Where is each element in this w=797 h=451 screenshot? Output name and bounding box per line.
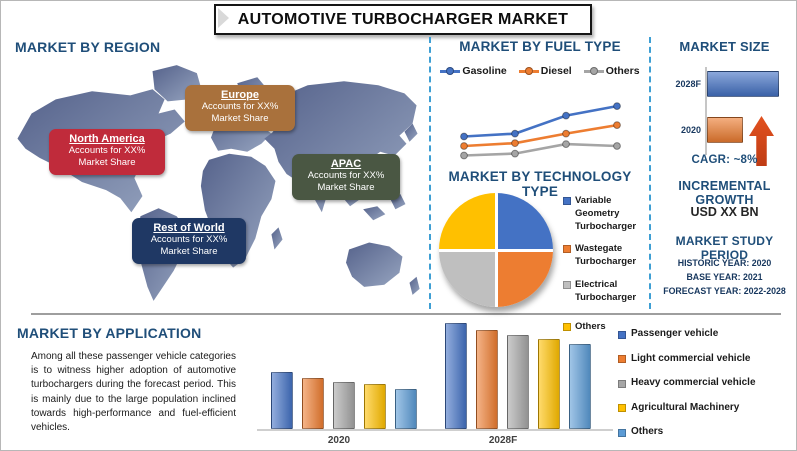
study-period-heading: MARKET STUDY PERIOD	[675, 234, 774, 262]
legend-item-app-others: Others	[618, 426, 756, 437]
swatch-icon	[618, 355, 626, 363]
divider-left	[429, 37, 431, 309]
historic-year: HISTORIC YEAR: 2020	[677, 258, 772, 268]
technology-pie-chart	[439, 193, 553, 307]
legend-item-variable-geometry: Variable Geometry Turbocharger	[563, 195, 655, 233]
region-label-rest-of-world: Rest of World Accounts for XX% Market Sh…	[132, 218, 246, 264]
region-share-line1: Accounts for XX%	[68, 145, 146, 156]
region-name: APAC	[330, 158, 362, 170]
bar-heavy-commercial-vehicle	[507, 334, 529, 429]
legend-item-agricultural: Agricultural Machinery	[618, 402, 756, 413]
technology-type-heading: MARKET BY TECHNOLOGY TYPE	[448, 169, 632, 199]
region-name: Europe	[221, 89, 259, 101]
divider-right	[649, 37, 651, 309]
region-heading: MARKET BY REGION	[15, 39, 161, 55]
bar-light-commercial-vehicle	[476, 329, 498, 429]
axis-line	[705, 67, 707, 155]
base-year: BASE YEAR: 2021	[686, 272, 763, 283]
cagr-value: CAGR: ~8%	[691, 154, 758, 166]
legend-item-electrical: Electrical Turbocharger	[563, 279, 655, 305]
region-share-line2: Market Share	[160, 246, 218, 258]
swatch-icon	[618, 428, 626, 437]
size-bar-2020	[707, 117, 744, 143]
swatch-icon	[563, 245, 571, 254]
fuel-type-heading: MARKET BY FUEL TYPE	[459, 39, 621, 54]
incremental-growth-value: USD XX BN	[690, 205, 759, 219]
xaxis-label-2020: 2020	[327, 435, 351, 446]
xaxis-label-2028f: 2028F	[488, 435, 518, 446]
region-share-line2: Market Share	[317, 182, 375, 194]
legend-item-others: Others	[583, 65, 640, 77]
bar-light-commercial-vehicle	[302, 377, 324, 429]
fuel-line-chart	[460, 102, 621, 160]
region-share-line1: Accounts for XX%	[307, 170, 385, 181]
region-name: Rest of World	[153, 222, 225, 234]
bar-heavy-commercial-vehicle	[333, 381, 355, 429]
region-label-north-america: North America Accounts for XX% Market Sh…	[49, 129, 165, 175]
region-name: North America	[69, 133, 145, 145]
size-bar-2028f	[707, 71, 780, 97]
region-label-europe: Europe Accounts for XX% Market Share	[185, 85, 295, 131]
size-bar-label-2020: 2020	[680, 125, 701, 135]
bar-passenger-vehicle	[445, 323, 467, 429]
bar-passenger-vehicle	[271, 372, 293, 429]
bar-agricultural-machinery	[538, 338, 560, 429]
line-marker-icon	[440, 67, 461, 75]
application-legend: Passenger vehicle Light commercial vehic…	[618, 328, 756, 451]
swatch-icon	[563, 322, 571, 331]
swatch-icon	[618, 330, 626, 339]
bar-agricultural-machinery	[364, 384, 386, 429]
line-marker-icon	[518, 67, 539, 75]
region-share-line2: Market Share	[78, 157, 136, 169]
page-title-box: AUTOMOTIVE TURBOCHARGER MARKET	[214, 4, 592, 35]
region-share-line1: Accounts for XX%	[201, 101, 279, 112]
swatch-icon	[618, 379, 626, 388]
application-paragraph: Among all these passenger vehicle catego…	[31, 351, 236, 433]
bar-group-2028f	[445, 323, 591, 429]
technology-legend: Variable Geometry Turbocharger Wastegate…	[563, 195, 655, 344]
region-label-apac: APAC Accounts for XX% Market Share	[292, 154, 400, 200]
application-heading: MARKET BY APPLICATION	[17, 325, 202, 341]
swatch-icon	[563, 281, 571, 290]
divider-horizontal	[31, 313, 781, 315]
legend-item-wastegate: Wastegate Turbocharger	[563, 243, 655, 269]
incremental-growth-heading: INCREMENTAL GROWTH	[678, 179, 771, 207]
legend-item-heavy-commercial: Heavy commercial vehicle	[618, 377, 756, 388]
legend-item-light-commercial: Light commercial vehicle	[618, 353, 756, 364]
legend-item-diesel: Diesel	[518, 65, 572, 77]
page-title: AUTOMOTIVE TURBOCHARGER MARKET	[237, 10, 569, 28]
legend-item-passenger-vehicle: Passenger vehicle	[618, 328, 756, 339]
study-period-lines: HISTORIC YEAR: 2020 BASE YEAR: 2021 FORE…	[653, 256, 796, 298]
swatch-icon	[563, 197, 571, 205]
line-marker-icon	[583, 67, 604, 75]
region-share-line1: Accounts for XX%	[150, 234, 228, 245]
legend-item-gasoline: Gasoline	[440, 65, 507, 77]
bar-others	[569, 343, 591, 429]
forecast-year: FORECAST YEAR: 2022-2028	[663, 286, 786, 297]
market-size-chart: 2028F 2020	[653, 63, 796, 155]
fuel-legend: Gasoline Diesel Others	[433, 65, 647, 77]
swatch-icon	[618, 404, 626, 412]
pie-divider	[494, 193, 498, 307]
size-bar-label-2028f: 2028F	[675, 79, 701, 89]
legend-item-tech-others: Others	[563, 321, 655, 334]
region-share-line2: Market Share	[211, 113, 269, 125]
market-size-heading: MARKET SIZE	[679, 39, 770, 54]
bar-group-2020	[271, 372, 417, 429]
bar-others	[395, 389, 417, 429]
application-bar-chart	[257, 319, 613, 431]
